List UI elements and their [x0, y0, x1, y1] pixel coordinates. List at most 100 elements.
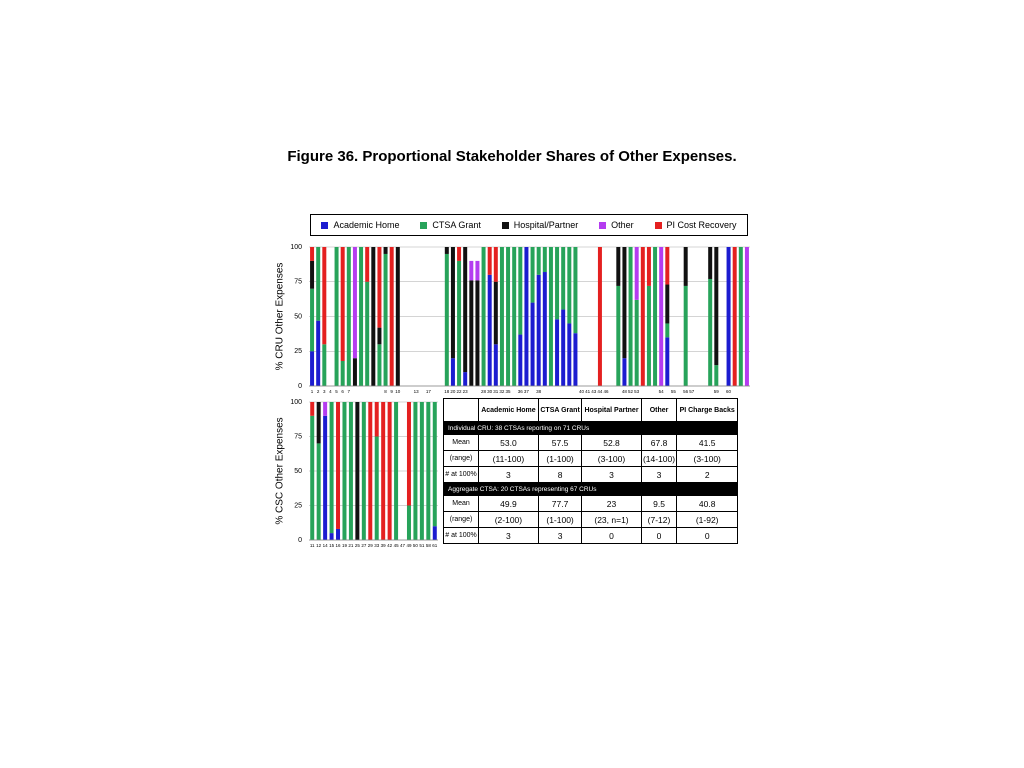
x-tick-label: 59: [714, 389, 720, 394]
x-tick-label: 18: [444, 389, 450, 394]
table-cell: 9.5: [640, 495, 678, 512]
legend-swatch: [599, 221, 607, 229]
bar-segment: [374, 402, 379, 437]
bar-segment: [634, 247, 639, 300]
bar-segment: [419, 402, 424, 540]
bar-segment: [395, 247, 400, 386]
table-cell: 53.0: [478, 434, 539, 451]
x-tick-label: 7: [348, 389, 351, 394]
row-label: # at 100%: [442, 466, 480, 483]
x-tick-label: 55: [671, 389, 677, 394]
legend-label: PI Cost Recovery: [666, 220, 737, 230]
legend-swatch: [501, 221, 509, 229]
bar-segment: [457, 260, 462, 386]
bar-segment: [323, 402, 328, 416]
bar-segment: [561, 309, 566, 386]
table-row: # at 100% 3 3 0 0 0: [442, 527, 738, 544]
bar-segment: [732, 247, 737, 386]
bar-segment: [555, 247, 560, 320]
legend-label: Academic Home: [333, 220, 400, 230]
bar-segment: [628, 247, 633, 386]
y-tick-label: 100: [290, 399, 302, 406]
y-tick-label: 75: [294, 279, 302, 286]
row-label: Mean: [442, 434, 480, 451]
table-cell: 57.5: [537, 434, 583, 451]
bar-segment: [340, 360, 345, 386]
bar-segment: [665, 247, 670, 285]
x-tick-label: 6: [341, 389, 344, 394]
bar-segment: [310, 260, 315, 289]
x-tick-label: 30: [487, 389, 493, 394]
bar-segment: [542, 272, 547, 386]
bar-segment: [726, 247, 731, 386]
bar-segment: [548, 247, 553, 386]
bar-segment: [383, 253, 388, 386]
legend: Academic Home CTSA Grant Hospital/Partner O…: [310, 214, 748, 236]
bar-segment: [444, 247, 449, 254]
section-title: Individual CRU: 38 CTSAs reporting on 71…: [443, 421, 738, 435]
bar-segment: [361, 402, 366, 540]
bar-segment: [336, 402, 341, 529]
column-header: CTSA Grant: [537, 398, 583, 422]
bar-segment: [634, 299, 639, 386]
x-tick-label: 12: [316, 543, 322, 548]
bar-segment: [499, 247, 504, 386]
x-tick-label: 60: [726, 389, 732, 394]
bar-segment: [665, 337, 670, 386]
bar-segment: [323, 415, 328, 540]
bar-segment: [374, 436, 379, 540]
x-tick-label: 61: [432, 543, 438, 548]
x-tick-label: 44: [597, 389, 603, 394]
bar-segment: [487, 247, 492, 275]
bar-segment: [377, 327, 382, 345]
table-cell: 41.5: [676, 434, 738, 451]
x-tick-label: 54: [659, 389, 665, 394]
bar-segment: [359, 247, 364, 386]
bar-segment: [738, 247, 743, 386]
x-tick-label: 9: [390, 389, 393, 394]
x-tick-label: 43: [591, 389, 597, 394]
x-tick-label: 39: [381, 543, 387, 548]
bar-segment: [512, 247, 517, 386]
bar-segment: [406, 505, 411, 540]
column-header: Academic Home: [478, 398, 539, 422]
section-band: Individual CRU: 38 CTSAs reporting on 71…: [443, 421, 738, 435]
x-tick-label: 40: [579, 389, 585, 394]
bar-segment: [352, 247, 357, 359]
x-tick-label: 37: [524, 389, 530, 394]
bar-segment: [622, 247, 627, 359]
x-tick-label: 15: [329, 543, 335, 548]
bar-segment: [346, 247, 351, 386]
table-cell: (23, n=1): [581, 511, 642, 528]
bar-segment: [475, 260, 480, 281]
bar-segment: [450, 358, 455, 386]
bar-segment: [714, 365, 719, 386]
x-tick-label: 52: [628, 389, 634, 394]
legend-swatch: [420, 221, 428, 229]
bar-segment: [377, 344, 382, 386]
bar-segment: [355, 402, 360, 540]
table-row: Mean 53.0 57.5 52.8 67.8 41.5: [442, 434, 738, 451]
x-tick-label: 5: [335, 389, 338, 394]
x-tick-label: 19: [342, 543, 348, 548]
bar-segment: [432, 402, 437, 527]
bar-segment: [573, 333, 578, 386]
x-tick-label: 22: [457, 389, 463, 394]
legend-item: PI Cost Recovery: [654, 220, 737, 230]
bar-segment: [432, 526, 437, 540]
x-tick-label: 49: [406, 543, 412, 548]
bar-segment: [708, 247, 713, 279]
bar-segment: [316, 402, 321, 444]
table-row: Mean 49.9 77.7 23 9.5 40.8: [442, 495, 738, 512]
y-axis-label: % CSC Other Expenses: [275, 417, 286, 524]
y-axis-label: % CRU Other Expenses: [275, 263, 286, 371]
legend-item: Hospital/Partner: [501, 220, 578, 230]
bar-segment: [329, 533, 334, 540]
bar-segment: [665, 323, 670, 338]
bar-segment: [561, 247, 566, 310]
x-tick-label: 4: [329, 389, 332, 394]
table-cell: 3: [478, 466, 539, 483]
bar-segment: [524, 247, 529, 386]
x-tick-label: 11: [310, 543, 315, 548]
table-cell: (11-100): [478, 450, 539, 467]
